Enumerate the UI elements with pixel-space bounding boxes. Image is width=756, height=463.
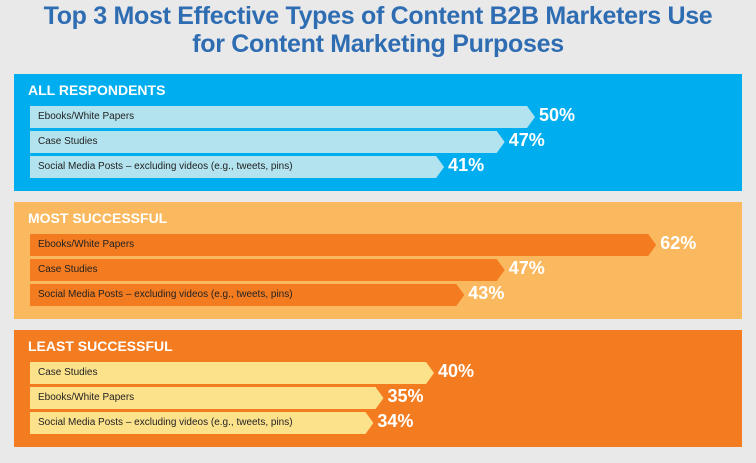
group-panel-2: LEAST SUCCESSFUL Case Studies 40% Ebooks/Wh… bbox=[14, 330, 742, 447]
bar-category-label: Ebooks/White Papers bbox=[38, 111, 135, 122]
bar: Ebooks/White Papers bbox=[30, 387, 384, 409]
bar: Social Media Posts – excluding videos (e… bbox=[30, 412, 373, 434]
bar-category-label: Case Studies bbox=[38, 367, 98, 378]
title-line-2: for Content Marketing Purposes bbox=[192, 30, 564, 58]
bar-category-label: Case Studies bbox=[38, 136, 98, 147]
data-label: 35% bbox=[387, 386, 424, 406]
bar-category-label: Ebooks/White Papers bbox=[38, 392, 135, 403]
bar: Case Studies bbox=[30, 259, 505, 281]
bar-category-label: Social Media Posts – excluding videos (e… bbox=[38, 289, 293, 300]
bar: Social Media Posts – excluding videos (e… bbox=[30, 156, 444, 178]
bar-category-label: Social Media Posts – excluding videos (e… bbox=[38, 161, 293, 172]
data-label: 62% bbox=[660, 233, 697, 253]
bar: Social Media Posts – excluding videos (e… bbox=[30, 284, 464, 306]
bar-category-label: Ebooks/White Papers bbox=[38, 239, 135, 250]
title-line-1: Top 3 Most Effective Types of Content B2… bbox=[43, 2, 713, 30]
data-label: 43% bbox=[468, 283, 505, 303]
data-label: 47% bbox=[508, 258, 545, 278]
group-panel-0: ALL RESPONDENTS Ebooks/White Papers 50% Cas… bbox=[14, 74, 742, 191]
data-label: 40% bbox=[438, 361, 475, 381]
bar: Ebooks/White Papers bbox=[30, 106, 535, 128]
data-label: 47% bbox=[508, 130, 545, 150]
data-label: 50% bbox=[539, 105, 576, 125]
bar: Ebooks/White Papers bbox=[30, 234, 656, 256]
data-label: 41% bbox=[448, 155, 485, 175]
chart-title: Top 3 Most Effective Types of Content B2… bbox=[0, 2, 756, 58]
bar: Case Studies bbox=[30, 131, 505, 153]
bar-category-label: Social Media Posts – excluding videos (e… bbox=[38, 417, 293, 428]
group-title: MOST SUCCESSFUL bbox=[28, 210, 168, 226]
group-title: ALL RESPONDENTS bbox=[28, 82, 166, 98]
bar: Case Studies bbox=[30, 362, 434, 384]
data-label: 34% bbox=[377, 411, 414, 431]
group-panel-1: MOST SUCCESSFUL Ebooks/White Papers 62% Cas… bbox=[14, 202, 742, 319]
group-title: LEAST SUCCESSFUL bbox=[28, 338, 173, 354]
bar-category-label: Case Studies bbox=[38, 264, 98, 275]
